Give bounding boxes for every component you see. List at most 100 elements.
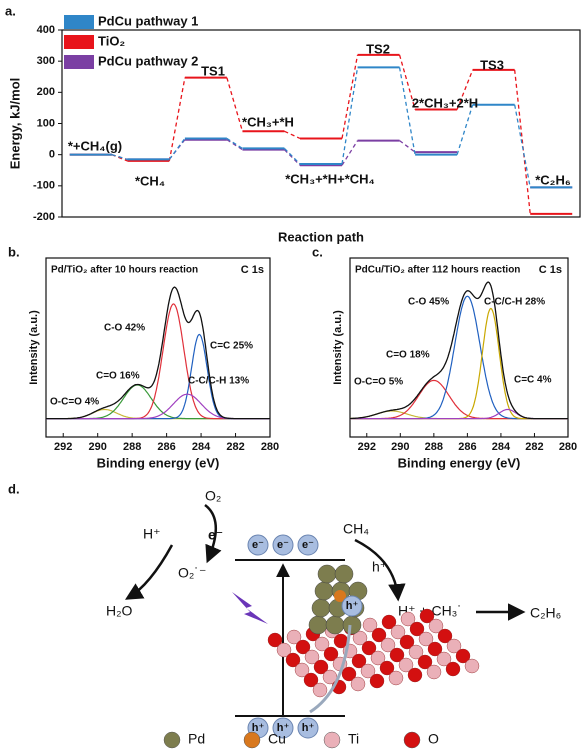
arrow: [124, 544, 174, 600]
atom: [303, 672, 319, 688]
legend-swatch: [64, 15, 94, 29]
x-tick-label: 284: [492, 441, 511, 453]
atom: [351, 653, 367, 669]
legend-swatch: [163, 731, 181, 749]
atom: [427, 641, 443, 657]
atom: [407, 667, 423, 683]
connector: [111, 154, 128, 160]
state-label: *CH₄: [135, 173, 165, 188]
atom: [371, 627, 387, 643]
atom: [352, 630, 368, 646]
arrow: [204, 504, 222, 564]
core-level: C 1s: [539, 264, 562, 276]
panel-label: c.: [312, 244, 323, 259]
atom: [398, 657, 414, 673]
atom: [381, 614, 397, 630]
peak-label: C-C/C-H 13%: [188, 376, 249, 387]
fit-peak: [350, 408, 568, 420]
atom: [455, 648, 471, 664]
atom: [323, 646, 339, 662]
atom: [380, 637, 396, 653]
legend-label: Ti: [348, 731, 359, 747]
atom: [341, 666, 357, 682]
connector: [341, 140, 359, 166]
atom: [360, 663, 376, 679]
hole: [341, 595, 363, 617]
atom: [361, 640, 377, 656]
legend-swatch: [243, 731, 261, 749]
x-tick-label: 286: [458, 441, 476, 453]
state-label: *+CH₄(g): [68, 138, 122, 153]
atom: [408, 644, 424, 660]
peak-label: C=C 4%: [514, 375, 552, 386]
hole-label: h⁺: [277, 722, 290, 734]
electron-label: e⁻: [252, 539, 264, 551]
panel-label: d.: [8, 481, 20, 496]
atom: [419, 608, 435, 624]
legend-label: TiO₂: [98, 33, 125, 48]
legend-swatch: [64, 35, 94, 49]
atom: [436, 651, 452, 667]
connector: [456, 69, 474, 110]
atom: [286, 629, 302, 645]
x-tick-label: 292: [358, 441, 376, 453]
ethane-label: C₂H₆: [530, 605, 561, 621]
atom: [313, 659, 329, 675]
core-level: C 1s: [241, 264, 264, 276]
electron-label: e⁻: [277, 539, 289, 551]
connector: [283, 149, 301, 166]
x-tick-label: 280: [559, 441, 577, 453]
atom: [445, 661, 461, 677]
hole-label: h⁺: [346, 600, 359, 612]
legend-label: O: [428, 731, 439, 747]
atom: [369, 673, 385, 689]
atom: [311, 598, 331, 618]
peak-label: C-O 45%: [408, 297, 449, 308]
y-tick-label: 300: [37, 55, 55, 67]
y-axis-label: Intensity (a.u.): [28, 310, 40, 385]
connector: [284, 130, 301, 140]
atom: [334, 590, 346, 602]
connector: [226, 139, 243, 151]
connector: [226, 77, 244, 132]
electron: [247, 534, 269, 556]
x-tick-label: 282: [226, 441, 244, 453]
connector: [514, 104, 531, 188]
hole: [297, 717, 319, 739]
y-tick-label: 100: [37, 117, 55, 129]
y-tick-label: 400: [37, 24, 55, 36]
x-axis-label: Binding energy (eV): [398, 455, 521, 470]
x-tick-label: 290: [89, 441, 107, 453]
connector: [341, 67, 359, 165]
atom: [308, 615, 328, 635]
plot-frame: [349, 257, 569, 438]
electron-label: e⁻: [302, 539, 314, 551]
atom: [295, 639, 311, 655]
peak-label: C-C/C-H 28%: [484, 297, 545, 308]
atom: [400, 611, 416, 627]
x-tick-label: 288: [123, 441, 141, 453]
legend-label: Pd: [188, 731, 205, 747]
atom: [399, 634, 415, 650]
light-bolt: [232, 592, 268, 624]
methane-label: CH₄: [343, 521, 369, 537]
legend-swatch: [403, 731, 421, 749]
x-tick-label: 286: [157, 441, 175, 453]
superoxide-label: O₂˙⁻: [178, 565, 206, 581]
atom: [294, 662, 310, 678]
x-tick-label: 282: [525, 441, 543, 453]
peak-label: C-O 42%: [104, 323, 145, 334]
plot-frame: [61, 29, 581, 218]
atom: [342, 615, 362, 635]
atom: [389, 647, 405, 663]
legend-label: PdCu pathway 1: [98, 13, 198, 28]
peak-label: C=O 18%: [386, 350, 430, 361]
y-tick-label: 200: [37, 86, 55, 98]
atom: [276, 642, 292, 658]
atom: [362, 617, 378, 633]
x-axis-label: Binding energy (eV): [97, 455, 220, 470]
connector: [168, 77, 186, 162]
x-tick-label: 290: [391, 441, 409, 453]
atom: [312, 682, 328, 698]
